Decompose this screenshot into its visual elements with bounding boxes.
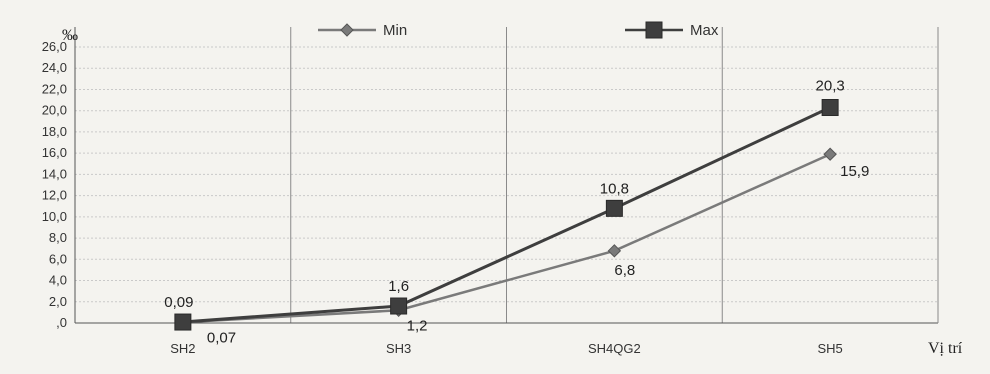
x-tick-label: SH3: [386, 341, 411, 356]
y-tick-label: 4,0: [49, 273, 67, 288]
y-tick-label: 12,0: [42, 188, 67, 203]
min-data-label: 1,2: [407, 317, 428, 334]
x-tick-label: SH4QG2: [588, 341, 641, 356]
max-data-label: 1,6: [388, 278, 409, 295]
y-tick-labels: ,0 2,0 4,0 6,0 8,0 10,0 12,0 14,0 16,0 18,0 20,0 22…: [42, 39, 67, 330]
y-tick-label: 2,0: [49, 294, 67, 309]
legend-label: Min: [383, 22, 407, 39]
max-series-line: [182, 106, 831, 324]
min-marker: [340, 23, 354, 37]
min-series-line: [182, 153, 831, 324]
max-data-label: 20,3: [816, 78, 845, 95]
y-tick-label: 14,0: [42, 166, 67, 181]
y-tick-label: 18,0: [42, 124, 67, 139]
y-tick-label: 26,0: [42, 39, 67, 54]
data-labels: 0,07 1,2 6,8 15,9 0,09 1,6 10,8 20,3: [164, 78, 869, 347]
x-tick-label: SH2: [170, 341, 195, 356]
legend-label: Max: [690, 22, 719, 39]
max-marker: [645, 21, 663, 39]
max-marker: [821, 99, 839, 117]
y-tick-label: 16,0: [42, 145, 67, 160]
max-marker: [605, 199, 623, 217]
x-tick-labels: SH2 SH3 SH4QG2 SH5: [170, 341, 843, 356]
series-lines: [174, 99, 839, 331]
axes: [74, 27, 939, 324]
legend: Min Max: [318, 21, 719, 39]
x-tick-label: SH5: [817, 341, 842, 356]
y-tick-label: ,0: [56, 315, 67, 330]
max-marker: [174, 313, 192, 331]
y-tick-label: 20,0: [42, 103, 67, 118]
y-tick-label: 6,0: [49, 251, 67, 266]
max-data-label: 10,8: [600, 180, 629, 197]
y-tick-label: 10,0: [42, 209, 67, 224]
y-axis-title: ‰: [62, 27, 78, 44]
max-data-label: 0,09: [164, 294, 193, 311]
x-axis-title: Vị trí: [928, 340, 963, 357]
y-tick-label: 22,0: [42, 81, 67, 96]
max-marker: [390, 297, 408, 315]
min-marker: [823, 147, 837, 161]
min-data-label: 15,9: [840, 163, 869, 180]
min-data-label: 0,07: [207, 329, 236, 346]
y-tick-label: 24,0: [42, 60, 67, 75]
y-tick-label: 8,0: [49, 230, 67, 245]
grid-lines: [75, 27, 938, 323]
min-marker: [607, 244, 622, 258]
min-data-label: 6,8: [614, 262, 635, 279]
